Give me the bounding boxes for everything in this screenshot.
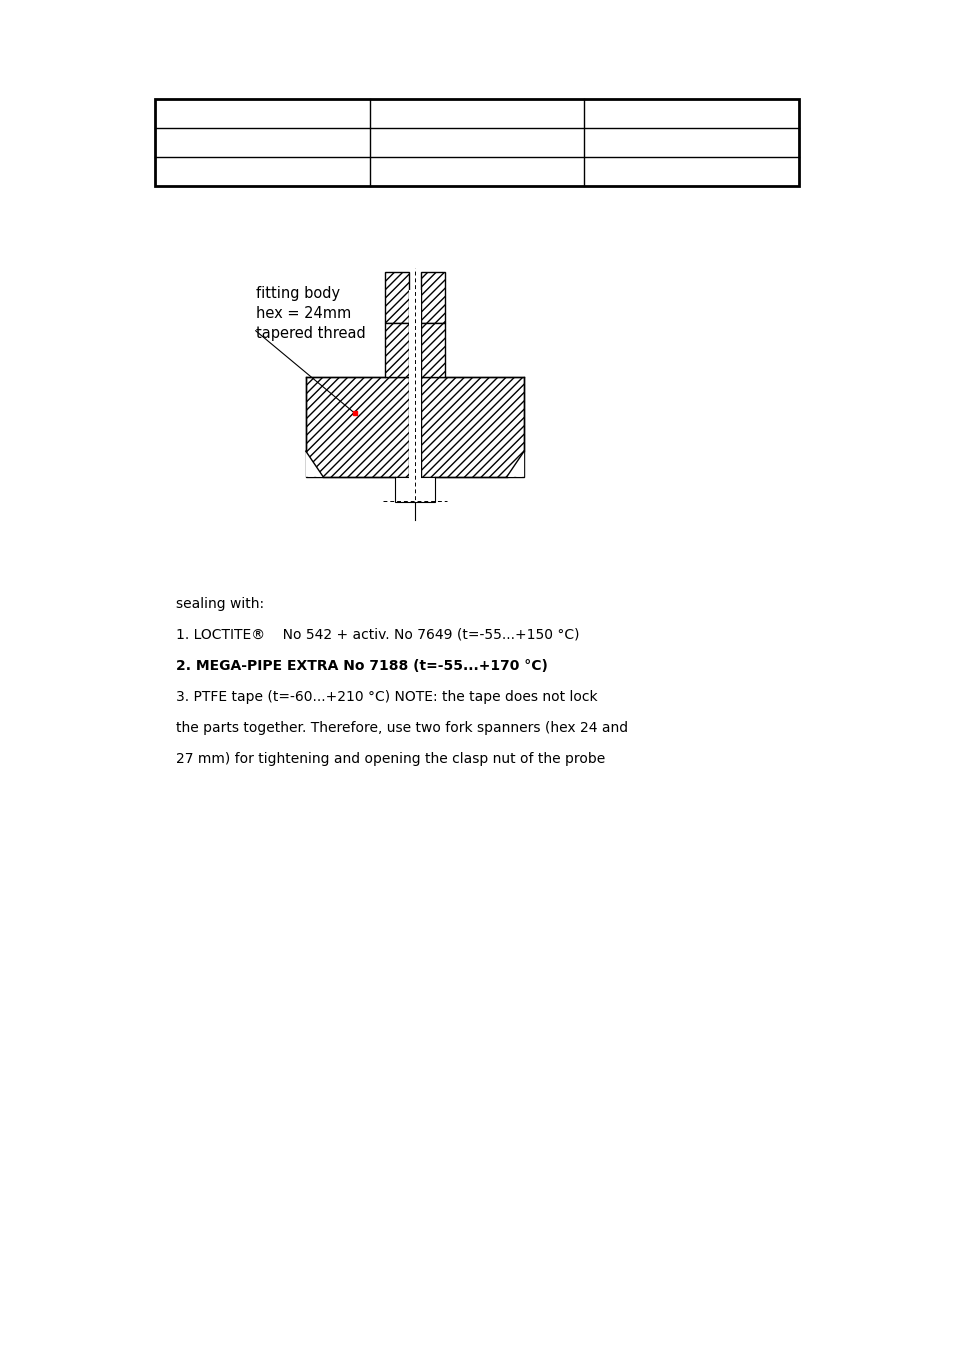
Polygon shape xyxy=(420,323,444,377)
Polygon shape xyxy=(506,451,523,477)
Polygon shape xyxy=(385,323,409,377)
Polygon shape xyxy=(420,271,444,323)
Text: fitting body
hex = 24mm
tapered thread: fitting body hex = 24mm tapered thread xyxy=(255,286,365,340)
Bar xyxy=(154,99,799,186)
Bar xyxy=(395,477,435,502)
Bar xyxy=(409,290,420,502)
Text: 27 mm) for tightening and opening the clasp nut of the probe: 27 mm) for tightening and opening the cl… xyxy=(176,752,605,765)
Polygon shape xyxy=(306,377,409,477)
Polygon shape xyxy=(306,451,323,477)
Polygon shape xyxy=(420,377,523,477)
Text: 2. MEGA-PIPE EXTRA No 7188 (t=-55...+170 °C): 2. MEGA-PIPE EXTRA No 7188 (t=-55...+170… xyxy=(176,659,548,672)
Polygon shape xyxy=(385,271,409,323)
Text: 3. PTFE tape (t=-60...+210 °C) NOTE: the tape does not lock: 3. PTFE tape (t=-60...+210 °C) NOTE: the… xyxy=(176,690,598,703)
Text: 1. LOCTITE®    No 542 + activ. No 7649 (t=-55...+150 °C): 1. LOCTITE® No 542 + activ. No 7649 (t=-… xyxy=(176,628,579,641)
Text: the parts together. Therefore, use two fork spanners (hex 24 and: the parts together. Therefore, use two f… xyxy=(176,721,628,734)
Text: sealing with:: sealing with: xyxy=(176,597,264,610)
